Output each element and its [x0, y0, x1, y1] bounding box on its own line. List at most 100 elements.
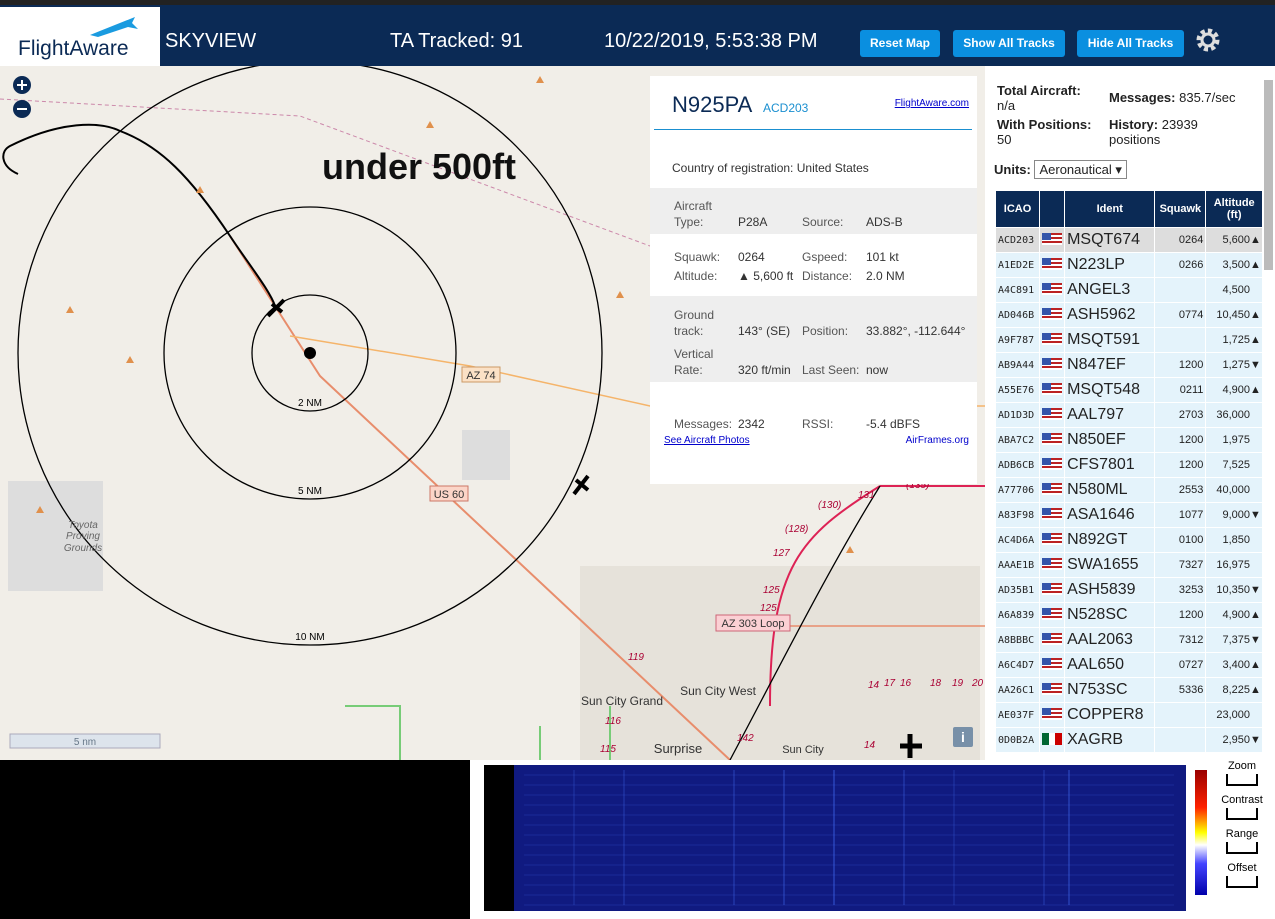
- ident: N753SC: [1064, 677, 1156, 703]
- altitude: 9,000▼: [1205, 502, 1263, 528]
- flightaware-link[interactable]: FlightAware.com: [894, 98, 969, 109]
- flag: [1039, 727, 1066, 753]
- aircraft-row[interactable]: AC4D6A N892GT 0100 1,850: [995, 527, 1263, 553]
- squawk-value: 2553: [1178, 484, 1204, 496]
- aircraft-row[interactable]: ABA7C2 N850EF 1200 1,975: [995, 427, 1263, 453]
- aircraft-row[interactable]: AB9A44 N847EF 1200 1,275▼: [995, 352, 1263, 378]
- aircraft-row[interactable]: AA26C1 N753SC 5336 8,225▲: [995, 677, 1263, 703]
- icao: AE037F: [995, 702, 1041, 728]
- control-label: Range: [1225, 828, 1259, 840]
- aircraft-row[interactable]: AD35B1 ASH5839 3253 10,350▼: [995, 577, 1263, 603]
- country-value: United States: [796, 161, 869, 175]
- field-label: Position:: [802, 324, 849, 338]
- aircraft-row[interactable]: A83F98 ASA1646 1077 9,000▼: [995, 502, 1263, 528]
- altitude-value: 7,525: [1222, 459, 1250, 471]
- spectrogram: [484, 765, 1186, 911]
- altitude: 1,275▼: [1205, 352, 1263, 378]
- squawk-value: 1200: [1178, 459, 1204, 471]
- aircraft-row[interactable]: 0D0B2A XAGRB 2,950▼: [995, 727, 1263, 753]
- field-value: now: [866, 363, 889, 377]
- squawk: 1200: [1154, 602, 1207, 628]
- header: FlightAware SKYVIEW TA Tracked: 91 10/22…: [0, 0, 1275, 67]
- field-label: Messages:: [674, 417, 733, 431]
- road-label: AZ 74: [466, 370, 495, 382]
- flag: [1039, 352, 1066, 378]
- aircraft-row[interactable]: A1ED2E N223LP 0266 3,500▲: [995, 252, 1263, 278]
- field-value: -5.4 dBFS: [866, 417, 921, 431]
- road-number: 20: [971, 678, 984, 689]
- scale-bar: 5 nm: [74, 737, 96, 748]
- control-slider[interactable]: [1226, 774, 1258, 786]
- info-icon: i: [961, 729, 965, 745]
- stat-label: Total Aircraft:: [997, 83, 1081, 98]
- ident: N528SC: [1064, 602, 1156, 628]
- popup-ident: N925PA: [672, 92, 753, 117]
- field-label: Aircraft Type:: [674, 199, 713, 229]
- aircraft-row[interactable]: A77706 N580ML 2553 40,000: [995, 477, 1263, 503]
- aircraft-row[interactable]: A55E76 MSQT548 0211 4,900▲: [995, 377, 1263, 403]
- aircraft-row[interactable]: A6A839 N528SC 1200 4,900▲: [995, 602, 1263, 628]
- aircraft-row[interactable]: ADB6CB CFS7801 1200 7,525: [995, 452, 1263, 478]
- ident: MSQT674: [1064, 227, 1156, 253]
- squawk-value: 0727: [1178, 659, 1204, 671]
- flag: [1039, 327, 1066, 353]
- control-slider[interactable]: [1226, 842, 1258, 854]
- place-label: Sun City: [782, 744, 824, 756]
- trend: ▲: [1250, 609, 1261, 621]
- stat-positions: With Positions: 50: [997, 117, 1112, 147]
- aircraft-row[interactable]: A8BBBC AAL2063 7312 7,375▼: [995, 627, 1263, 653]
- road-number: 116: [605, 716, 621, 727]
- ident: ASA1646: [1064, 502, 1156, 528]
- aircraft-row[interactable]: AAAE1B SWA1655 7327 16,975: [995, 552, 1263, 578]
- flag: [1039, 552, 1066, 578]
- aircraft-row[interactable]: AD1D3D AAL797 2703 36,000: [995, 402, 1263, 428]
- road-number: 119: [628, 652, 644, 663]
- table-header: ICAO Ident Squawk Altitude (ft): [995, 190, 1263, 228]
- reset-map-button[interactable]: Reset Map: [860, 30, 940, 57]
- altitude-value: 9,000: [1222, 509, 1250, 521]
- squawk: 0727: [1154, 652, 1207, 678]
- squawk: 0774: [1154, 302, 1207, 328]
- ident: ANGEL3: [1064, 277, 1156, 303]
- control-slider[interactable]: [1226, 808, 1258, 820]
- airframes-link[interactable]: AirFrames.org: [905, 435, 969, 446]
- trend: ▲: [1250, 334, 1261, 346]
- aircraft-row[interactable]: A9F787 MSQT591 1,725▲: [995, 327, 1263, 353]
- road-number: 14: [864, 740, 876, 751]
- show-tracks-button[interactable]: Show All Tracks: [953, 30, 1065, 57]
- aircraft-row[interactable]: A4C891 ANGEL3 4,500: [995, 277, 1263, 303]
- photos-link[interactable]: See Aircraft Photos: [664, 435, 750, 446]
- squawk-value: 7312: [1178, 634, 1204, 646]
- aircraft-row[interactable]: AE037F COPPER8 23,000: [995, 702, 1263, 728]
- road-label: AZ 303 Loop: [722, 618, 785, 630]
- trend: ▼: [1250, 634, 1261, 646]
- settings-icon[interactable]: [1195, 27, 1221, 53]
- squawk-value: 3253: [1178, 584, 1204, 596]
- altitude-value: 3,400: [1222, 659, 1250, 671]
- icao: A6A839: [995, 602, 1041, 628]
- squawk: 0211: [1154, 377, 1207, 403]
- popup-section: Aircraft Type: P28A Source: ADS-B: [650, 188, 977, 234]
- altitude-value: 5,600: [1222, 234, 1250, 246]
- icao: AC4D6A: [995, 527, 1041, 553]
- aircraft-row[interactable]: AD046B ASH5962 0774 10,450▲: [995, 302, 1263, 328]
- info-button[interactable]: [953, 727, 973, 747]
- icao: A77706: [995, 477, 1041, 503]
- app-title: SKYVIEW: [165, 30, 257, 52]
- stat-label: History:: [1109, 117, 1159, 132]
- column-header: Squawk: [1154, 190, 1207, 228]
- trend: ▲: [1250, 684, 1261, 696]
- units-select[interactable]: Aeronautical ▾: [1034, 160, 1127, 179]
- road-number: (130): [818, 500, 841, 511]
- aircraft-row[interactable]: A6C4D7 AAL650 0727 3,400▲: [995, 652, 1263, 678]
- field-value: 2.0 NM: [866, 269, 905, 283]
- hide-tracks-button[interactable]: Hide All Tracks: [1077, 30, 1184, 57]
- icao: AAAE1B: [995, 552, 1041, 578]
- icao: A83F98: [995, 502, 1041, 528]
- squawk: 7312: [1154, 627, 1207, 653]
- flag: [1039, 302, 1066, 328]
- squawk: 0266: [1154, 252, 1207, 278]
- control-slider[interactable]: [1226, 876, 1258, 888]
- aircraft-row[interactable]: ACD203 MSQT674 0264 5,600▲: [995, 227, 1263, 253]
